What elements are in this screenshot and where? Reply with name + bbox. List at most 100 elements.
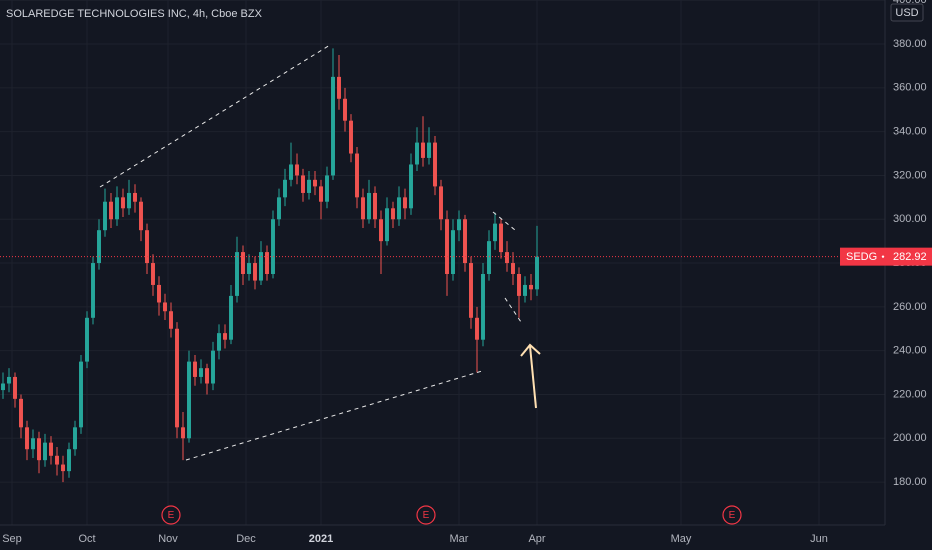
candle-body (103, 201, 107, 231)
candle-body (91, 263, 95, 318)
symbol-label: SEDG (846, 251, 877, 263)
last-price-label: 282.92 (893, 251, 927, 263)
candle-body (331, 76, 335, 176)
candle-body (409, 164, 413, 209)
candle-body (439, 186, 443, 220)
candle-body (205, 368, 209, 384)
candle-body (475, 317, 479, 340)
candle-body (109, 201, 113, 220)
candle-body (157, 284, 161, 303)
x-tick-label: Mar (450, 533, 469, 545)
candle-body (7, 376, 11, 384)
x-tick-label: Nov (158, 533, 178, 545)
x-tick-label: Dec (236, 533, 256, 545)
candle-body (301, 175, 305, 193)
candle-body (493, 223, 497, 242)
candle-body (73, 427, 77, 450)
candle-body (313, 179, 317, 187)
candle-body (385, 208, 389, 242)
candle-body (217, 333, 221, 351)
candle-body (325, 175, 329, 202)
y-tick-label: 340.00 (893, 126, 927, 138)
candle-body (295, 164, 299, 176)
x-tick-label: May (671, 533, 692, 545)
candle-body (199, 368, 203, 377)
candle-body (367, 192, 371, 220)
candle-body (55, 455, 59, 465)
candle-body (349, 120, 353, 154)
candle-body (457, 219, 461, 231)
candle-body (403, 197, 407, 209)
candle-body (151, 263, 155, 285)
candle-body (175, 328, 179, 428)
candle-body (511, 263, 515, 274)
arrow-head (520, 343, 541, 357)
candle-body (127, 192, 131, 209)
candle-body (253, 263, 257, 281)
candle-body (1, 383, 5, 391)
candle-body (433, 142, 437, 187)
candle-body (133, 192, 137, 202)
trend-line (185, 370, 483, 461)
candle-body (415, 142, 419, 165)
candle-body (37, 438, 41, 461)
candle-body (211, 350, 215, 384)
candle-body (283, 179, 287, 198)
candle-body (25, 427, 29, 450)
candle-body (319, 186, 323, 202)
candle-body (271, 219, 275, 274)
candle-body (163, 302, 167, 312)
candle-body (235, 252, 239, 296)
candle-body (139, 201, 143, 231)
y-tick-label: 400.00 (893, 0, 927, 6)
candle-body (337, 76, 341, 99)
candles (0, 48, 885, 483)
candle-body (49, 442, 53, 456)
y-tick-label: 380.00 (893, 38, 927, 50)
arrow (520, 343, 541, 409)
candle-body (499, 223, 503, 253)
candle-body (421, 142, 425, 158)
candle-body (445, 219, 449, 274)
y-tick-label: 300.00 (893, 213, 927, 225)
candle-body (115, 197, 119, 220)
candle-body (397, 197, 401, 220)
candle-body (289, 164, 293, 180)
event-marker (722, 505, 742, 525)
candle-body (241, 252, 245, 274)
trend-line (99, 44, 331, 188)
candle-body (19, 398, 23, 428)
candle-body (223, 333, 227, 340)
candle-body (463, 219, 467, 264)
price-axis (885, 0, 932, 550)
candle-body (481, 273, 485, 340)
y-tick-label: 180.00 (893, 476, 927, 488)
candle-body (85, 317, 89, 362)
event-marker (416, 505, 436, 525)
y-tick-label: 360.00 (893, 82, 927, 94)
candle-body (229, 295, 233, 340)
y-tick-label: 240.00 (893, 345, 927, 357)
y-tick-label: 320.00 (893, 169, 927, 181)
event-label: E (168, 510, 175, 521)
candle-body (13, 376, 17, 399)
candle-body (307, 179, 311, 193)
event-label: E (729, 510, 736, 521)
currency: USD (895, 7, 918, 19)
event-marker (161, 505, 181, 525)
candle-body (517, 273, 521, 296)
candle-body (373, 192, 377, 220)
trend-line (504, 297, 522, 323)
arrow-shaft (529, 345, 537, 409)
candle-body (43, 442, 47, 461)
candle-body (79, 361, 83, 428)
candle-body (469, 263, 473, 318)
candle-body (451, 230, 455, 274)
candle-body (145, 230, 149, 264)
candle-body (427, 142, 431, 158)
y-tick-label: 200.00 (893, 432, 927, 444)
